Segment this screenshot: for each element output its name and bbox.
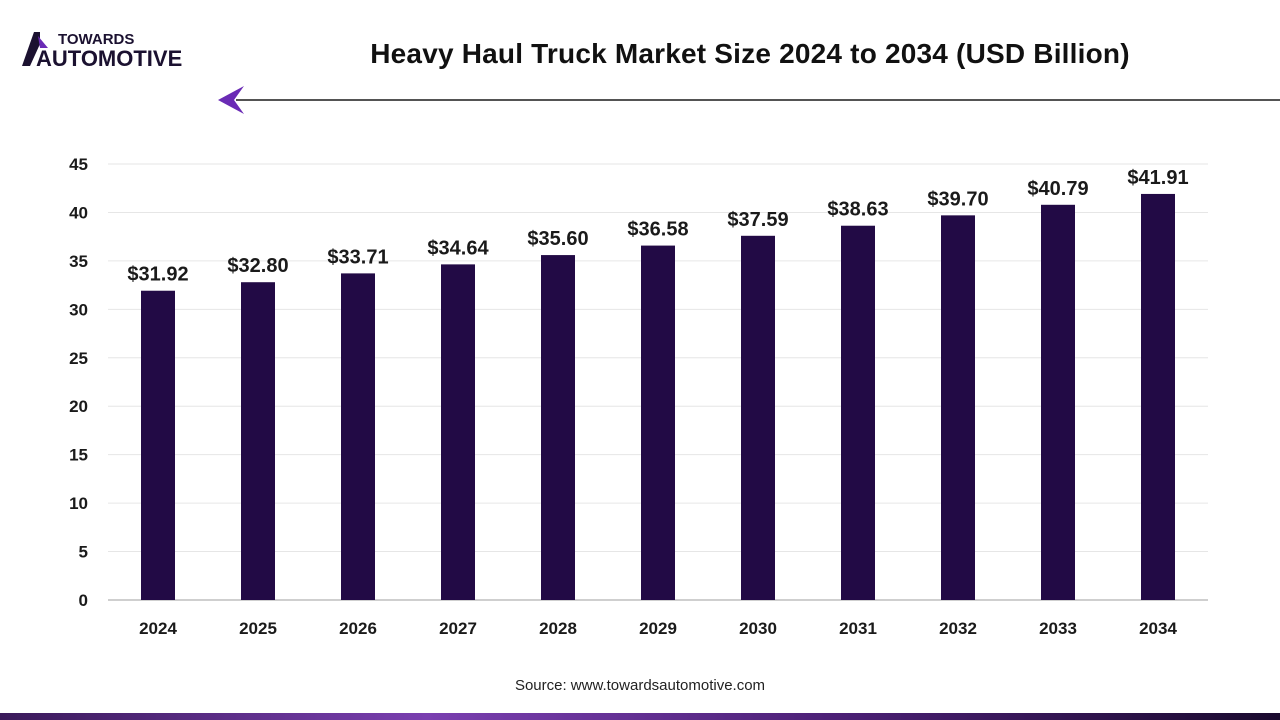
- y-tick-label: 15: [69, 446, 88, 465]
- bar-chart: 0 5 10 15 20 25 30 35 40 45 $31.92 2024 $32.80 2025 $3…: [0, 140, 1280, 650]
- y-tick-label: 25: [69, 349, 88, 368]
- brand-line1: TOWARDS: [58, 31, 134, 48]
- data-label-2033: $40.79: [1027, 178, 1088, 200]
- x-tick-label-2024: 2024: [139, 619, 177, 638]
- bar-2026: [341, 273, 375, 600]
- bar-2028: [541, 255, 575, 600]
- page-title: Heavy Haul Truck Market Size 2024 to 203…: [370, 38, 1130, 69]
- bar-2032: [941, 215, 975, 600]
- left-triangle-arrow-icon: [218, 86, 244, 114]
- y-tick-label: 30: [69, 300, 88, 319]
- footer-gradient-bar: [0, 713, 1280, 720]
- bar-2027: [441, 264, 475, 600]
- data-label-2026: $33.71: [327, 246, 388, 268]
- data-label-2032: $39.70: [927, 188, 988, 210]
- title-divider: [0, 86, 1280, 116]
- brand-line2: AUTOMOTIVE: [36, 46, 182, 71]
- data-label-2029: $36.58: [627, 219, 688, 241]
- x-tick-label-2028: 2028: [539, 619, 577, 638]
- data-label-2031: $38.63: [827, 199, 888, 221]
- bar-2030: [741, 235, 775, 600]
- bar-2034: [1141, 193, 1175, 600]
- x-tick-label-2029: 2029: [639, 619, 677, 638]
- source-note: Source: www.towardsautomotive.com: [514, 677, 766, 694]
- data-label-2030: $37.59: [727, 209, 788, 231]
- y-tick-label: 20: [69, 397, 88, 416]
- x-tick-label-2032: 2032: [939, 619, 977, 638]
- y-tick-label: 45: [69, 155, 88, 174]
- bar-chart-svg: 051015202530354045$31.922024$32.802025$3…: [69, 155, 1208, 638]
- x-tick-label-2025: 2025: [239, 619, 277, 638]
- y-tick-label: 10: [69, 494, 88, 513]
- towards-automotive-logo: TOWARDS AUTOMOTIVE: [22, 31, 182, 71]
- data-label-2025: $32.80: [227, 255, 288, 277]
- y-tick-label: 35: [69, 252, 88, 271]
- x-tick-label-2026: 2026: [339, 619, 377, 638]
- brand-logo: TOWARDS AUTOMOTIVE: [18, 26, 238, 72]
- y-tick-label: 40: [69, 203, 88, 222]
- x-tick-label-2033: 2033: [1039, 619, 1077, 638]
- bar-2024: [141, 290, 175, 600]
- bar-2031: [841, 225, 875, 600]
- data-label-2027: $34.64: [427, 237, 489, 259]
- x-tick-label-2030: 2030: [739, 619, 777, 638]
- x-tick-label-2034: 2034: [1139, 619, 1177, 638]
- bar-2033: [1041, 204, 1075, 600]
- bar-2029: [641, 245, 675, 600]
- data-label-2034: $41.91: [1127, 167, 1188, 189]
- y-tick-label: 0: [79, 591, 88, 610]
- bar-2025: [241, 282, 275, 600]
- x-tick-label-2027: 2027: [439, 619, 477, 638]
- data-label-2024: $31.92: [127, 264, 188, 286]
- y-tick-label: 5: [79, 543, 88, 562]
- data-label-2028: $35.60: [527, 228, 588, 250]
- x-tick-label-2031: 2031: [839, 619, 877, 638]
